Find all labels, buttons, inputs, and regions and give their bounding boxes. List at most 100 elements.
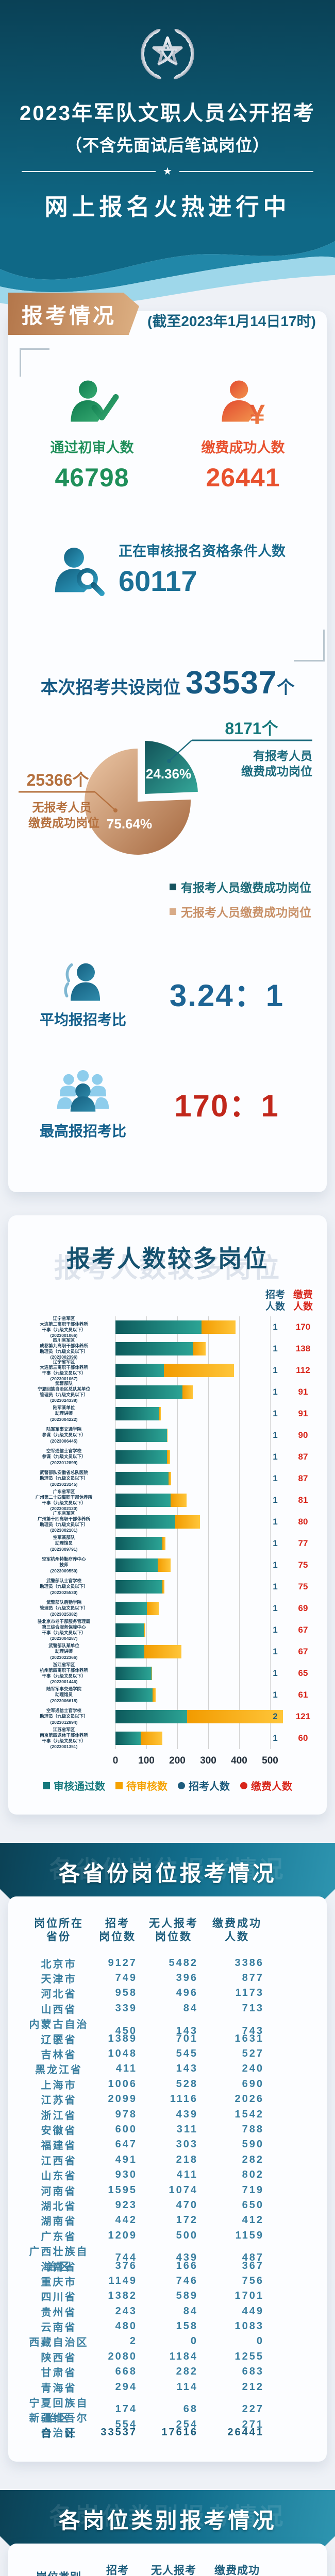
- section-title: 各省份岗位报考情况: [58, 1861, 277, 1886]
- table-row: 山西省 339 84 713: [41, 2002, 264, 2015]
- x-axis: 0 100 200 300 400 500: [18, 1753, 317, 1770]
- stat-label: 通过初审人数: [50, 440, 134, 455]
- bar-pending-segment: [163, 1364, 234, 1377]
- legend-item: 有报考人员缴费成功岗位: [170, 878, 311, 895]
- bar-recruit-count: 1: [273, 1452, 278, 1462]
- pie-callout-label: 缴费成功岗位: [241, 765, 312, 778]
- bar-pending-segment: [144, 1623, 146, 1637]
- star-icon: [163, 166, 172, 177]
- table-row: 上海市 1006 528 690: [41, 2078, 264, 2091]
- axis-tick: 500: [262, 1755, 278, 1766]
- bar-paid-count: 170: [295, 1322, 311, 1332]
- table-row: 北京市 9127 5482 3386: [41, 1957, 264, 1970]
- page-subtitle: （不含先面试后笔试岗位）: [65, 136, 270, 155]
- bar-track: [115, 1580, 164, 1594]
- bar-row-label: 武警部队后勤学院 管理员（九级文员以下） (2023025382): [40, 1600, 88, 1617]
- bar-paid-count: 67: [298, 1647, 308, 1656]
- bar-track: [115, 1407, 161, 1420]
- bar-paid-count: 61: [298, 1690, 308, 1700]
- bar-approved-segment: [115, 1364, 164, 1377]
- bar-pending-segment: [166, 1450, 171, 1464]
- legend-item: 待审核数: [115, 1778, 167, 1793]
- pie-pct-tan: 75.64%: [107, 816, 152, 832]
- pie-slice-no-applicant: [84, 749, 191, 855]
- table-header: 岗位类别招考岗位数无人报考岗位数缴费成功人数: [36, 2565, 260, 2576]
- value-column-headers: 招考人数 缴费人数: [18, 1290, 317, 1316]
- bar-recruit-count: 1: [273, 1582, 278, 1591]
- content: 报考情况 (截至2023年1月14日17时) 通过初审人数 46798: [0, 293, 335, 2576]
- bar-recruit-count: 1: [273, 1495, 278, 1505]
- bar-paid-count: 80: [298, 1517, 308, 1527]
- bar-approved-segment: [115, 1688, 153, 1702]
- table-row: 西藏自治区 2 0 0: [29, 2335, 264, 2349]
- stat-value: 46798: [55, 463, 129, 492]
- ratio-value: 3.24：1: [169, 978, 284, 1013]
- table-row: 辽宁省 1389 701 1631: [41, 2032, 264, 2046]
- bar-recruit-count: 1: [273, 1473, 278, 1483]
- stat-value: 60117: [119, 565, 197, 597]
- wen-glyph: 文: [157, 44, 178, 67]
- person-icon: [64, 963, 100, 1001]
- bar-row-label: 陆军某单位 助理讲师 (2023004222): [50, 1405, 78, 1422]
- table-row: 云南省 480 158 1083: [41, 2320, 264, 2334]
- table-row: 河北省 958 496 1173: [41, 1987, 264, 2001]
- column-header-paid: 缴费人数: [293, 1290, 313, 1312]
- crowd-icon: [57, 1070, 109, 1112]
- bar-track: [115, 1472, 171, 1485]
- bar-row-label: 空军杭州特勤疗养中心 技师 (2023009550): [42, 1556, 86, 1573]
- as-of-timestamp: (截至2023年1月14日17时): [147, 313, 316, 329]
- bar-row: 陆军某单位 助理讲师 (2023004222) 1 91: [18, 1403, 317, 1425]
- bar-track: [115, 1667, 152, 1680]
- bar-row-label: 浙江省军区 杭州第四离职干部休养所 干事（九级文员以下） (2023001446): [40, 1662, 88, 1685]
- bar-paid-count: 77: [298, 1538, 308, 1548]
- bar-track: [115, 1537, 165, 1550]
- table-row: 吉林省 1048 545 527: [41, 2048, 264, 2061]
- table-row: 福建省 647 303 590: [41, 2139, 264, 2152]
- person-check-icon: [70, 380, 119, 422]
- section-band-categories: 各岗位类别报考情况 各岗位类别报考情况: [0, 2490, 335, 2548]
- corner-bracket: [20, 348, 49, 377]
- bar-pending-segment: [159, 1407, 161, 1420]
- stat-label: 正在审核报名资格条件人数: [119, 544, 286, 559]
- legend-swatch: [43, 1782, 50, 1789]
- section-overview-header: 报考情况 (截至2023年1月14日17时): [8, 293, 335, 335]
- bar-row: 广东省军区 广州第二十四离职干部休养所 干事（九级文员以下） (2023002120)…: [18, 1489, 317, 1511]
- bar-row: 四川省军区 成都第九离职干部休养所 助理员（九级文员以下） (2023002396) …: [18, 1337, 317, 1360]
- bar-pending-segment: [169, 1472, 171, 1485]
- table-row: 浙江省 978 439 1542: [41, 2108, 264, 2122]
- table-row: 湖北省 923 470 650: [41, 2199, 264, 2212]
- bar-row-label: 广东省军区 广州第二十四离职干部休养所 干事（九级文员以下） (2023002120): [35, 1488, 93, 1512]
- bar-recruit-count: 1: [273, 1365, 278, 1375]
- stat-label: 缴费成功人数: [201, 440, 285, 455]
- table-row: 甘肃省 668 282 683: [41, 2366, 264, 2379]
- bar-row-label: 广东省军区 广州第十四离职干部休养所 助理员（九级文员以下） (2023002101): [37, 1510, 90, 1533]
- bar-chart: 招考人数 缴费人数 辽宁省军区 大连第二离职干部休养所 干事（九级文员以下） (202…: [18, 1290, 317, 1793]
- bar-paid-count: 121: [295, 1711, 311, 1721]
- section-title: 各岗位类别报考情况: [58, 2508, 277, 2533]
- pie-callout-label: 无报考人员: [32, 801, 92, 814]
- total-positions-headline: 本次招考共设岗位 33537个: [40, 665, 295, 701]
- bar-paid-count: 81: [298, 1495, 308, 1505]
- bar-paid-count: 60: [298, 1733, 308, 1743]
- bar-row: 驻北京市老干部服务管理局 第三综合服务保障中心 干事（九级文员以下） (2023004…: [18, 1619, 317, 1641]
- bar-recruit-count: 1: [273, 1517, 278, 1527]
- bar-paid-count: 112: [296, 1365, 310, 1375]
- bar-row: 空军某部队 助理馆员 (2023009791) 1 77: [18, 1533, 317, 1554]
- card-title: 报考人数较多岗位 报考人数较多岗位: [18, 1240, 317, 1283]
- category-table: 岗位类别招考岗位数无人报考岗位数缴费成功人数 高教 6341 4187 1457…: [26, 2564, 327, 2576]
- ratio-label: 平均报招考比: [39, 1012, 126, 1028]
- bar-approved-segment: [115, 1472, 169, 1485]
- bar-approved-segment: [115, 1515, 175, 1529]
- table-row: 海南省 376 166 367: [41, 2260, 264, 2273]
- bar-row: 辽宁省军区 大连第二离职干部休养所 干事（九级文员以下） (2023001066) 1…: [18, 1316, 317, 1338]
- bar-row: 空军杭州特勤疗养中心 技师 (2023009550) 1 75: [18, 1554, 317, 1576]
- popular-positions-card: 报考人数较多岗位 报考人数较多岗位 招考人数 缴费人数 辽宁省军区 大连第二离职干…: [8, 1215, 327, 1815]
- table-row: 广西壮族自治区 744 439 487: [29, 2246, 264, 2273]
- stat-passed-review: 通过初审人数 46798: [16, 375, 167, 493]
- bar-approved-segment: [115, 1385, 183, 1399]
- bar-recruit-count: 1: [273, 1538, 278, 1548]
- bar-row: 陆军军事交通学院 助理馆员 (2023006618) 1 61: [18, 1684, 317, 1706]
- bar-row: 武警部队士官学校 助理员（九级文员以下） (2023025530) 1 75: [18, 1576, 317, 1598]
- bar-row-label: 武警部队安徽省总队医院 助理员（九级文员以下） (2023023145): [40, 1470, 88, 1487]
- bar-row-label: 空军某部队 助理馆员 (2023009791): [50, 1535, 78, 1552]
